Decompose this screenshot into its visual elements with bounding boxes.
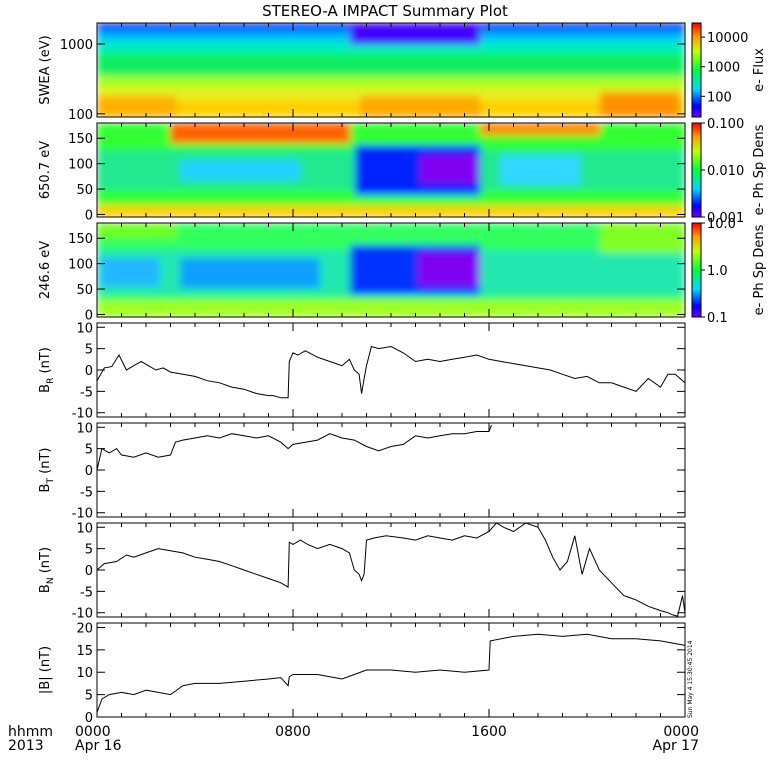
pad650-y-tick-label: 0: [85, 208, 93, 223]
swea-heat-region: [97, 41, 685, 53]
bn-y-tick-label: -5: [80, 585, 93, 600]
swea-y-axis-label: SWEA (eV): [38, 35, 53, 104]
pad246-colorbar-label: e- Ph Sp Dens: [752, 224, 767, 315]
swea-colorbar: [691, 22, 702, 118]
pad650-y-tick-label: 150: [68, 132, 93, 147]
bmag-y-tick-label: 5: [85, 689, 93, 704]
pad650-colorbar-tick-label: 0.100: [707, 117, 744, 132]
bt-y-tick-label: 10: [76, 421, 93, 436]
bt-y-tick-label: 0: [85, 464, 93, 479]
pad650-colorbar-tick-label: 0.010: [707, 164, 744, 179]
panel-bt: -10 -5 0 5 10 BT (nT): [38, 421, 686, 522]
bt-y-axis-label: BT (nT): [38, 448, 56, 493]
pad246-heat-region: [600, 223, 685, 253]
pad650-colorbar-tick-label: 0.001: [707, 211, 744, 226]
panel-pad246: 0.1 1.0 10.0 e- Ph Sp Dens 0 50 100 150 246.6 eV: [38, 217, 767, 326]
bt-frame: [96, 422, 686, 518]
bn-y-axis-label: BN (nT): [38, 547, 56, 593]
bt-y-tick-label: 5: [85, 443, 93, 458]
pad246-heat-region: [100, 258, 160, 286]
pad246-y-tick-label: 50: [76, 283, 93, 298]
pad246-colorbar-tick-label: 0.1: [707, 311, 728, 326]
swea-y-tick-label: 1000: [60, 38, 93, 53]
pad650-heat-region: [180, 160, 300, 180]
x-tick-label-date: Apr 16: [75, 738, 122, 754]
pad650-y-tick-label: 100: [68, 158, 93, 173]
br-y-tick-label: 5: [85, 343, 93, 358]
pad650-heatmap: [97, 123, 685, 217]
x-tick-label-time: 0800: [275, 724, 311, 740]
pad246-heat-region: [180, 258, 320, 288]
bmag-series-line: [96, 633, 686, 713]
pad650-heat-region: [170, 123, 350, 143]
chart-title: STEREO-A IMPACT Summary Plot: [262, 2, 508, 20]
bn-y-tick-label: -10: [72, 607, 93, 622]
bmag-y-tick-label: 15: [76, 644, 93, 659]
br-y-tick-label: 0: [85, 364, 93, 379]
br-series-line: [96, 345, 686, 399]
pad650-y-axis-label: 650.7 eV: [38, 141, 53, 199]
pad246-y-tick-label: 0: [85, 308, 93, 323]
panel-swea: 100 1000 10000 e- Flux 100 1000 SWEA (eV): [38, 22, 767, 123]
swea-heat-region: [360, 96, 480, 117]
br-y-tick-label: -10: [72, 407, 93, 422]
pad246-heat-region: [97, 300, 685, 317]
br-frame: [96, 322, 686, 418]
pad246-heatmap: [97, 223, 685, 317]
bt-y-tick-label: -10: [72, 507, 93, 522]
pad650-colorbar-label: e- Ph Sp Dens: [752, 124, 767, 215]
br-y-axis-label: BR (nT): [38, 347, 56, 393]
swea-heat-region: [350, 23, 480, 45]
swea-colorbar-tick-label: 100: [707, 90, 732, 105]
pad246-colorbar: [691, 222, 702, 318]
swea-colorbar-tick-label: 1000: [707, 61, 740, 76]
pad650-y-tick-label: 50: [76, 183, 93, 198]
br-y-tick-label: -5: [80, 385, 93, 400]
bn-frame: [96, 522, 686, 618]
swea-heat-region: [97, 88, 685, 102]
pad246-y-tick-label: 100: [68, 258, 93, 273]
pad246-y-axis-label: 246.6 eV: [38, 241, 53, 299]
panel-br: -10 -5 0 5 10 BR (nT): [38, 321, 686, 422]
swea-colorbar-tick-label: 10000: [707, 31, 748, 46]
swea-heat-region: [600, 92, 680, 117]
bmag-y-tick-label: 10: [76, 666, 93, 681]
br-y-tick-label: 10: [76, 321, 93, 336]
bt-y-tick-label: -5: [80, 485, 93, 500]
panel-pad650: 0.001 0.010 0.100 e- Ph Sp Dens 0 50 100 150 650…: [38, 117, 767, 226]
swea-heatmap: [97, 23, 685, 117]
pad246-colorbar-tick-label: 1.0: [707, 264, 728, 279]
swea-heat-region: [97, 96, 177, 117]
pad650-heat-region: [500, 155, 580, 185]
x-tick-label-time: 0000: [663, 724, 699, 740]
swea-heat-region: [97, 76, 685, 90]
pad246-heat-region: [97, 223, 177, 238]
bn-y-tick-label: 10: [76, 521, 93, 536]
pad246-colorbar-tick-label: 10.0: [707, 217, 736, 232]
bn-y-tick-label: 0: [85, 564, 93, 579]
x-tick-label-date: Apr 17: [653, 738, 699, 754]
x-tick-label-time: 1600: [471, 724, 507, 740]
swea-y-tick-label: 100: [68, 108, 93, 123]
swea-colorbar-label: e- Flux: [752, 48, 767, 92]
bmag-y-tick-label: 0: [85, 711, 93, 726]
bmag-y-axis-label: |B| (nT): [38, 646, 53, 694]
time-format-label: hhmm: [8, 724, 53, 740]
pad650-heat-region: [420, 155, 478, 183]
panel-bmag: 0 5 10 15 20 |B| (nT): [38, 621, 686, 726]
panel-bn: -10 -5 0 5 10 BN (nT): [38, 521, 686, 622]
bt-series-line: [96, 424, 492, 471]
x-tick-label-time: 0000: [75, 724, 111, 740]
pad650-colorbar: [691, 122, 702, 218]
bn-series-line: [96, 522, 686, 617]
bn-y-tick-label: 5: [85, 543, 93, 558]
bmag-y-tick-label: 20: [76, 621, 93, 636]
year-label: 2013: [8, 738, 44, 754]
pad246-heat-region: [418, 252, 480, 286]
pad246-y-tick-label: 150: [68, 232, 93, 247]
pad650-heat-region: [480, 123, 600, 135]
timestamp-label: Sun May 4 15:30:45 2014: [687, 640, 694, 718]
